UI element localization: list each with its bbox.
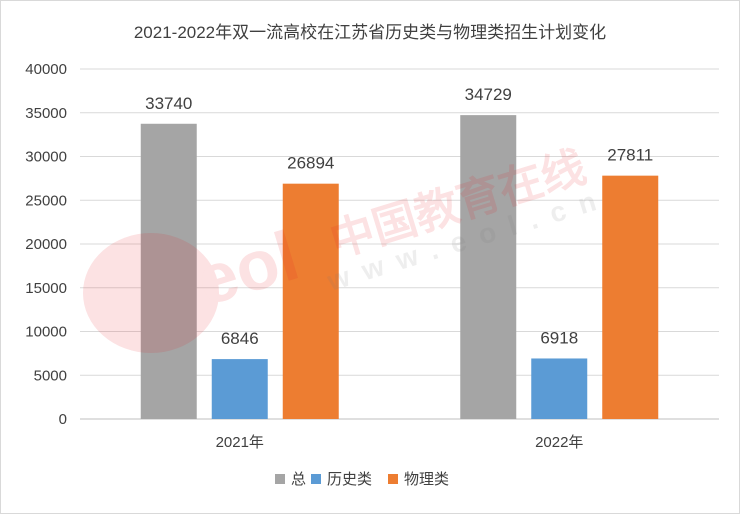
y-axis: 0 5000 10000 15000 20000 25000 30000 35000 40000 — [25, 61, 67, 428]
y-tick-label: 5000 — [34, 367, 67, 384]
x-tick-label: 2021年 — [216, 434, 264, 451]
legend-swatch — [388, 474, 398, 484]
legend-label: 物理类 — [404, 471, 449, 488]
bar — [211, 359, 268, 419]
data-label: 27811 — [607, 146, 653, 165]
data-label: 26894 — [287, 154, 334, 173]
y-tick-label: 25000 — [25, 192, 67, 209]
data-label: 6918 — [540, 328, 578, 347]
data-label: 33740 — [145, 94, 192, 113]
bar — [140, 123, 197, 420]
legend-swatch — [275, 474, 285, 484]
y-tick-label: 35000 — [25, 105, 67, 122]
legend-label: 总 — [291, 471, 306, 488]
data-labels: 33740 6846 26894 34729 6918 27811 — [145, 85, 653, 348]
bar — [602, 175, 659, 419]
legend-label: 历史类 — [327, 471, 372, 488]
data-label: 34729 — [465, 85, 512, 104]
y-tick-label: 0 — [59, 411, 67, 428]
chart-title: 2021-2022年双一流高校在江苏省历史类与物理类招生计划变化 — [134, 23, 606, 42]
y-tick-label: 10000 — [25, 324, 67, 341]
legend: 总 历史类 物理类 — [275, 471, 449, 488]
y-tick-label: 20000 — [25, 236, 67, 253]
bar — [460, 115, 517, 419]
y-tick-label: 40000 — [25, 61, 67, 78]
y-tick-label: 30000 — [25, 149, 67, 166]
x-axis: 2021年 2022年 — [216, 434, 584, 451]
y-tick-label: 15000 — [25, 280, 67, 297]
bar — [531, 358, 588, 419]
data-label: 6846 — [221, 329, 259, 348]
legend-swatch — [311, 474, 321, 484]
watermark-logo-icon — [83, 233, 219, 353]
bar — [282, 183, 339, 419]
x-tick-label: 2022年 — [535, 434, 583, 451]
bars — [140, 115, 659, 420]
